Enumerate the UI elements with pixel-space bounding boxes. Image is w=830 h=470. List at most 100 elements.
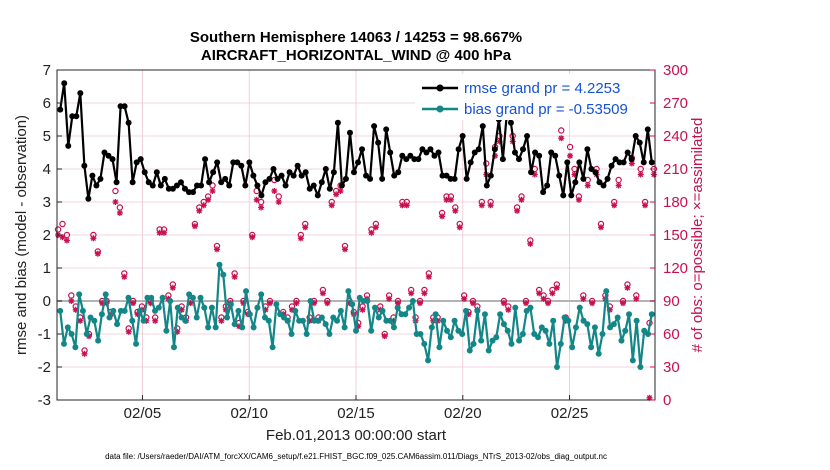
obs-assimilated-point (59, 234, 66, 241)
bias-point (64, 324, 71, 331)
bias-point (394, 304, 401, 311)
rmse-point (85, 195, 92, 202)
bias-point (337, 307, 344, 314)
bias-point (345, 288, 352, 295)
obs-assimilated-stroke (505, 307, 511, 313)
bias-point (110, 307, 117, 314)
rmse-point (314, 192, 321, 199)
rmse-point (310, 182, 317, 189)
y-left-tick-label: 0 (43, 293, 51, 310)
legend-bias-label: bias grand pr = -0.53509 (464, 101, 628, 118)
bias-point (246, 311, 253, 318)
obs-assimilated-stroke (342, 246, 348, 252)
bias-point (569, 344, 576, 351)
rmse-point (222, 175, 229, 182)
obs-assimilated-stroke (218, 318, 225, 324)
x-tick-label: 02/25 (551, 405, 589, 422)
bias-point (637, 364, 644, 370)
obs-assimilated-point (487, 202, 494, 209)
bias-point (557, 340, 564, 347)
legend-rmse-label: rmse grand pr = 4.2253 (464, 80, 620, 97)
bias-point (599, 331, 606, 337)
rmse-point (564, 159, 571, 166)
bias-point (508, 340, 515, 347)
rmse-point (282, 182, 289, 189)
obs-assimilated-point (275, 199, 282, 205)
bias-point (125, 294, 132, 301)
bias-point (387, 317, 394, 324)
y-right-tick-label: 300 (663, 62, 688, 79)
rmse-point (330, 169, 337, 176)
obs-assimilated-stroke (112, 199, 119, 205)
bias-point (440, 317, 447, 324)
rmse-point (65, 142, 72, 149)
bias-point (318, 314, 325, 321)
obs-assimilated-stroke (90, 235, 97, 241)
rmse-point (552, 152, 559, 159)
rmse-point (620, 159, 627, 166)
bias-point (326, 331, 333, 337)
rmse-point (467, 159, 474, 166)
bias-point (163, 327, 170, 334)
obs-assimilated-stroke (368, 230, 375, 236)
obs-assimilated-stroke (545, 300, 551, 306)
rmse-point (109, 156, 116, 163)
rmse-point (487, 172, 494, 179)
y-left-tick-label: 2 (43, 227, 51, 244)
bias-point (106, 314, 113, 321)
obs-assimilated-stroke (302, 224, 308, 230)
bias-point (83, 331, 90, 337)
obs-assimilated-stroke (417, 300, 423, 306)
bias-point (334, 317, 341, 324)
obs-assimilated-stroke (638, 171, 644, 178)
obs-assimilated-point (628, 160, 635, 167)
bias-point (140, 317, 147, 324)
bias-point (572, 324, 579, 331)
obs-assimilated-point (205, 196, 212, 203)
bias-point (121, 307, 128, 314)
rmse-point (528, 169, 535, 176)
obs-assimilated-point (81, 350, 88, 357)
rmse-point (105, 152, 112, 159)
obs-assimilated-point (403, 202, 410, 209)
obs-assimilated-stroke (448, 197, 454, 203)
bias-point (201, 304, 208, 311)
y-left-tick-label: -3 (38, 392, 51, 409)
obs-possible-point (59, 220, 66, 228)
obs-assimilated-point (540, 295, 547, 302)
obs-assimilated-point (116, 210, 123, 216)
x-tick-label: 02/15 (337, 405, 375, 422)
rmse-point (479, 123, 486, 130)
bias-point (406, 304, 413, 311)
rmse-point (214, 159, 221, 166)
rmse-point (97, 175, 104, 182)
rmse-point (375, 139, 382, 146)
rmse-point (580, 175, 587, 182)
obs-assimilated-stroke (267, 300, 273, 306)
obs-assimilated-point (302, 224, 309, 231)
obs-assimilated-point (624, 284, 631, 291)
bias-point (231, 321, 238, 328)
obs-assimilated-point (200, 202, 207, 209)
rmse-point (399, 152, 406, 159)
bias-point (224, 314, 231, 321)
x-tick-label: 02/10 (230, 405, 268, 422)
obs-assimilated-point (522, 300, 529, 307)
rmse-point (491, 146, 498, 153)
rmse-point (475, 146, 482, 153)
obs-assimilated-point (584, 182, 591, 189)
rmse-point (608, 162, 615, 169)
obs-assimilated-stroke (514, 208, 520, 214)
bias-point (136, 307, 143, 314)
obs-assimilated-stroke (311, 300, 317, 306)
bias-point (565, 317, 572, 324)
rmse-point (455, 146, 462, 153)
obs-assimilated-stroke (408, 290, 414, 296)
rmse-point (548, 149, 555, 156)
rmse-point (556, 172, 563, 179)
obs-assimilated-stroke (558, 135, 564, 141)
rmse-point (524, 133, 531, 139)
rmse-point (403, 156, 410, 163)
bias-point (519, 331, 526, 337)
